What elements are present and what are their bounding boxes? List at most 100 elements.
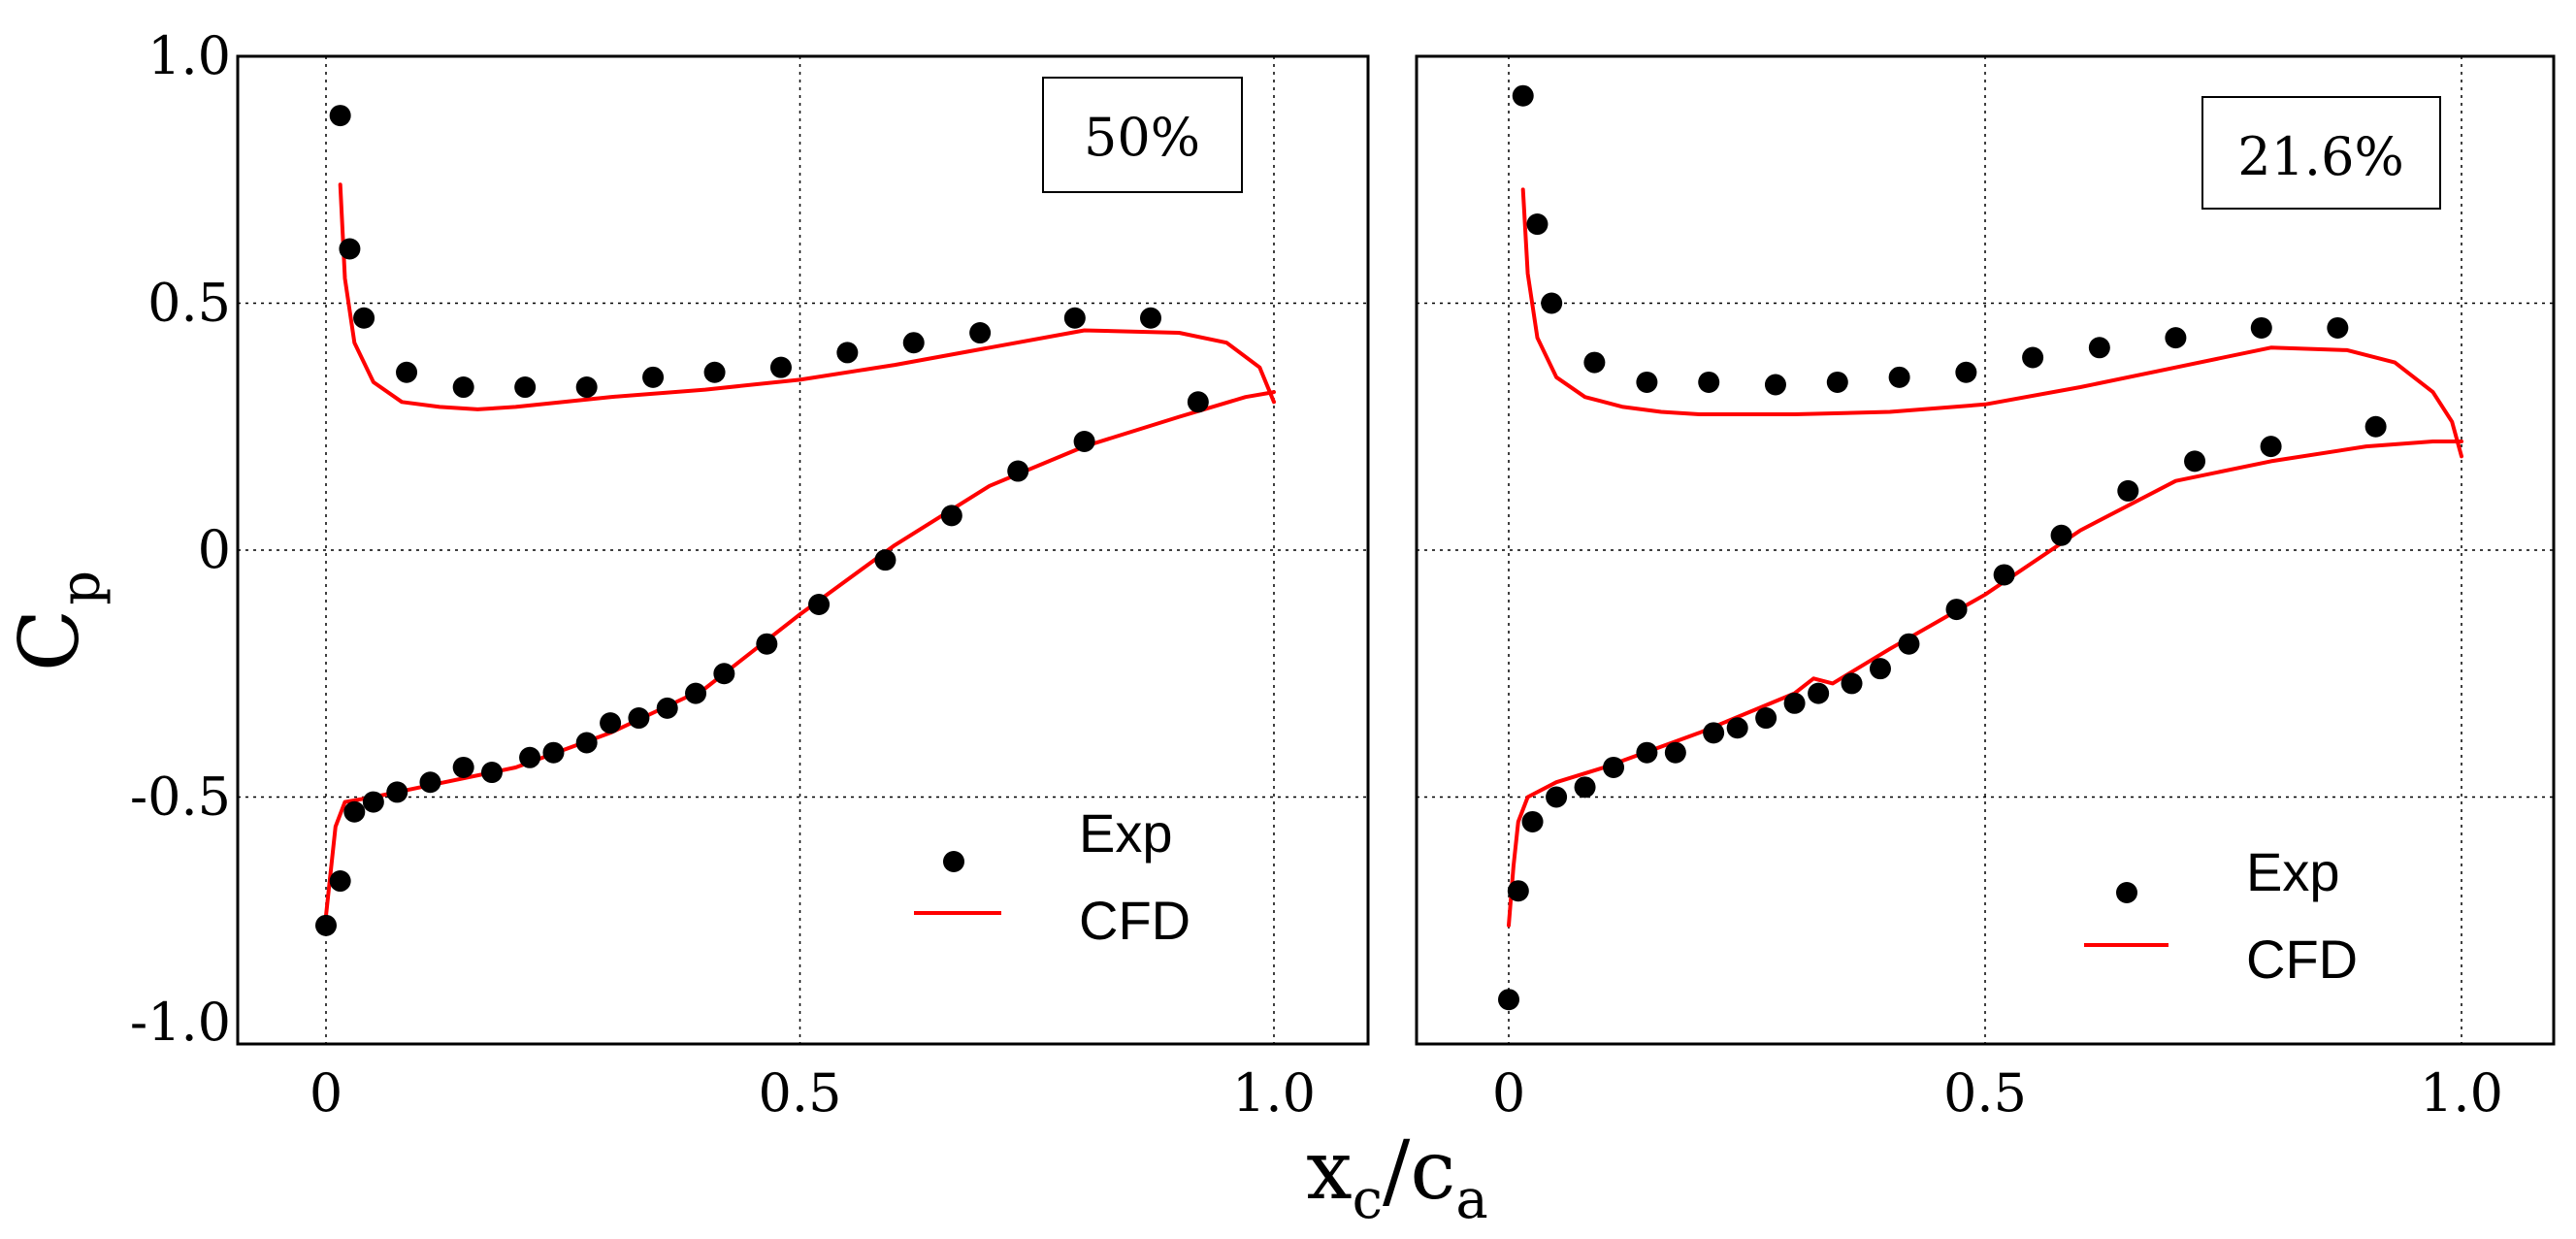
- exp-upper-point: [836, 342, 859, 364]
- legend-cfd-label: CFD: [2246, 929, 2358, 990]
- exp-lower-point: [874, 549, 897, 571]
- exp-upper-point: [329, 105, 351, 127]
- exp-lower-point: [362, 791, 384, 813]
- x-tick-label: 0: [1492, 1062, 1525, 1124]
- exp-lower-point: [713, 663, 735, 685]
- exp-series: [315, 105, 1209, 936]
- x-axis-label: xc/ca: [1306, 1123, 1488, 1231]
- exp-upper-point: [452, 376, 474, 399]
- exp-upper-point: [514, 376, 537, 399]
- exp-upper-point: [575, 376, 598, 399]
- exp-upper-point: [769, 356, 792, 378]
- exp-lower-point: [329, 870, 351, 893]
- exp-lower-point: [343, 800, 366, 823]
- exp-lower-point: [2050, 524, 2072, 546]
- y-axis-label: Cp: [2, 571, 113, 671]
- exp-upper-point: [1826, 371, 1848, 393]
- exp-lower-point: [315, 914, 337, 936]
- x-tick-label: 0.5: [1943, 1062, 2027, 1124]
- exp-lower-point: [1869, 658, 1891, 680]
- exp-upper-point: [1526, 213, 1549, 236]
- cfd-lower-line: [1507, 440, 2463, 928]
- exp-series: [1498, 84, 2387, 1011]
- exp-upper-point: [902, 332, 925, 354]
- exp-lower-point: [1498, 989, 1519, 1011]
- exp-lower-point: [1073, 431, 1095, 453]
- exp-lower-point: [1546, 786, 1568, 808]
- exp-upper-point: [1541, 292, 1563, 314]
- y-tick-label: 0: [198, 519, 231, 580]
- exp-upper-point: [2088, 337, 2110, 359]
- exp-lower-point: [1841, 672, 1863, 695]
- exp-lower-point: [756, 633, 778, 655]
- y-tick-label: 1.0: [147, 25, 231, 86]
- exp-lower-point: [1755, 707, 1777, 730]
- exp-lower-point: [519, 746, 541, 768]
- exp-upper-point: [1955, 361, 1977, 383]
- exp-lower-point: [1703, 722, 1725, 744]
- exp-lower-point: [1726, 717, 1748, 739]
- y-tick-labels: 1.0 0.5 0 -0.5 -1.0: [130, 25, 231, 1053]
- exp-lower-point: [1993, 564, 2015, 586]
- exp-lower-point: [1603, 756, 1625, 778]
- y-tick-label: -1.0: [130, 992, 231, 1053]
- exp-lower-point: [656, 697, 678, 719]
- exp-upper-point: [1888, 366, 1910, 388]
- exp-upper-point: [353, 307, 375, 329]
- exp-upper-point: [703, 361, 726, 383]
- exp-lower-point: [685, 682, 707, 704]
- legend-cfd-label: CFD: [1079, 890, 1190, 951]
- exp-upper-point: [1063, 307, 1086, 329]
- exp-lower-point: [1898, 633, 1920, 655]
- exp-upper-point: [969, 322, 992, 344]
- exp-lower-point: [1521, 810, 1544, 832]
- cfd-series: [1507, 187, 2463, 928]
- legend: Exp CFD: [2084, 841, 2358, 990]
- exp-lower-point: [2364, 415, 2387, 438]
- exp-lower-point: [1507, 880, 1529, 902]
- exp-lower-point: [1945, 599, 1968, 621]
- legend-exp-marker: [2116, 882, 2137, 903]
- x-tick-labels: 0 0.5 1.0: [1492, 1062, 2503, 1124]
- panel-21-6-percent: 0 0.5 1.0 21.6% Exp CFD: [1415, 54, 2556, 1124]
- exp-lower-point: [1783, 692, 1806, 714]
- x-tick-label: 0: [310, 1062, 342, 1124]
- exp-upper-point: [2327, 316, 2349, 339]
- legend-exp-label: Exp: [2246, 841, 2340, 902]
- exp-lower-point: [628, 707, 650, 730]
- exp-upper-point: [396, 361, 418, 383]
- legend-exp-label: Exp: [1079, 802, 1173, 864]
- x-tick-label: 1.0: [2420, 1062, 2503, 1124]
- gridlines: [1417, 56, 2554, 1044]
- plot-frame: [236, 54, 1370, 1046]
- exp-lower-point: [1007, 460, 1029, 482]
- exp-lower-point: [1808, 682, 1830, 704]
- exp-lower-point: [1664, 741, 1686, 764]
- exp-lower-point: [2117, 479, 2139, 502]
- y-tick-label: 0.5: [147, 273, 231, 334]
- exp-upper-point: [2250, 316, 2272, 339]
- exp-lower-point: [600, 712, 622, 734]
- x-tick-label: 1.0: [1232, 1062, 1316, 1124]
- exp-upper-point: [1139, 307, 1161, 329]
- x-tick-label: 0.5: [759, 1062, 842, 1124]
- exp-lower-point: [808, 593, 831, 615]
- cfd-upper-line: [1520, 187, 2463, 459]
- span-label-frame: [2201, 96, 2441, 210]
- span-label-box: 21.6%: [2201, 96, 2441, 210]
- legend-exp-marker: [943, 851, 964, 872]
- exp-lower-point: [419, 771, 441, 794]
- exp-upper-point: [2022, 346, 2044, 369]
- exp-upper-point: [2165, 327, 2187, 349]
- exp-upper-point: [1583, 351, 1606, 374]
- exp-lower-point: [575, 732, 598, 754]
- exp-lower-point: [1574, 776, 1596, 799]
- exp-upper-point: [642, 366, 665, 388]
- x-tick-labels: 0 0.5 1.0: [310, 1062, 1316, 1124]
- span-label: 21.6%: [2237, 126, 2404, 187]
- exp-upper-point: [339, 238, 361, 260]
- span-label-box: 50%: [1042, 77, 1243, 193]
- exp-lower-point: [2184, 450, 2206, 473]
- exp-upper-point: [1636, 371, 1658, 393]
